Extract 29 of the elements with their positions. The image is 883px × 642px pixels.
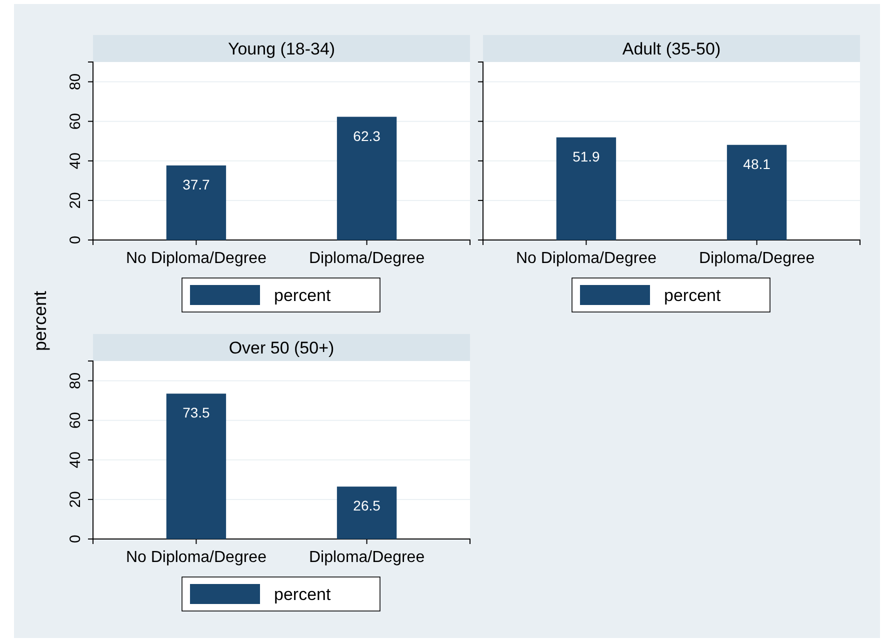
data-label: 37.7 [182,176,210,192]
y-tick-label: 80 [67,73,84,90]
chart-title: Over 50 (50+) [228,338,334,358]
legend-label: percent [274,585,331,604]
y-tick-label: 20 [67,192,84,209]
y-tick-label: 60 [67,112,84,130]
x-tick-label: No Diploma/Degree [126,250,267,268]
y-axis-title: percent [30,290,50,352]
legend-label: percent [664,286,721,305]
x-tick-label: Diploma/Degree [308,549,425,566]
data-label: 51.9 [572,148,600,164]
x-tick-label: No Diploma/Degree [126,549,267,566]
y-tick-label: 20 [67,491,84,508]
data-label: 48.1 [743,156,771,172]
chart-title: Young (18-34) [228,40,336,58]
x-tick-label: Diploma/Degree [698,250,815,268]
x-tick-label: Diploma/Degree [308,250,425,268]
y-tick-label: 60 [67,412,84,429]
x-tick-label: No Diploma/Degree [516,250,657,268]
y-tick-label: 40 [67,152,84,170]
chart-title: Adult (35-50) [622,40,721,58]
data-label: 26.5 [353,498,381,514]
y-tick-label: 0 [67,236,84,244]
data-label: 73.5 [182,404,210,421]
y-tick-label: 0 [67,534,84,544]
y-tick-label: 80 [67,372,84,390]
legend-label: percent [274,286,331,305]
y-tick-label: 40 [67,452,84,468]
data-label: 62.3 [353,128,381,144]
